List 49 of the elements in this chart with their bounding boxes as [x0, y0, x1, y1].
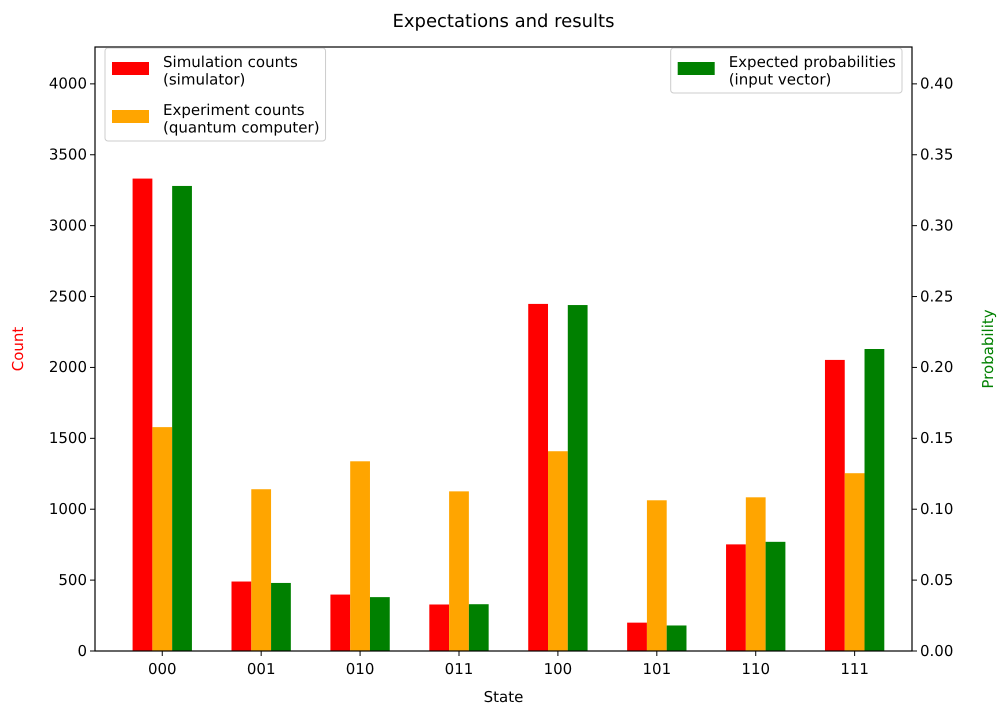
y-tick-label: 500 [58, 570, 87, 589]
legend-label: Simulation counts (simulator) [163, 53, 298, 88]
bar [370, 597, 390, 651]
y2-tick-label: 0.05 [920, 570, 954, 589]
x-tick-label: 101 [642, 660, 672, 678]
y-tick-label: 4000 [48, 74, 87, 93]
bar [468, 604, 489, 651]
x-tick-label: 111 [840, 660, 869, 678]
bar [330, 594, 350, 651]
x-tick-label: 000 [148, 660, 177, 678]
x-axis-title: State [484, 688, 524, 706]
bar [350, 461, 370, 651]
bar [824, 360, 845, 651]
y-axis-title: Count [9, 326, 27, 372]
y2-tick-label: 0.15 [920, 429, 954, 448]
y2-tick-label: 0.35 [920, 146, 954, 164]
bar [666, 625, 686, 651]
bar [646, 500, 667, 651]
bar [627, 622, 647, 651]
chart-title: Expectations and results [392, 11, 614, 32]
y2-tick-label: 0.25 [920, 287, 954, 306]
y2-tick-label: 0.30 [920, 216, 954, 234]
y-tick-label: 3500 [48, 146, 87, 164]
y-tick-label: 0 [77, 642, 87, 660]
y2-tick-label: 0.10 [920, 500, 954, 518]
x-tick-label: 110 [741, 660, 770, 678]
y2-tick-label: 0.20 [920, 358, 954, 376]
y2-tick-label: 0.40 [920, 74, 954, 93]
x-tick-label: 001 [246, 660, 276, 678]
y-tick-label: 3000 [48, 216, 87, 234]
y-tick-label: 1500 [48, 429, 87, 448]
x-tick-label: 010 [346, 660, 374, 678]
legend-label: Expected probabilities (input vector) [728, 53, 896, 88]
legend-label: Experiment counts (quantum computer) [163, 101, 320, 136]
y2-tick-label: 0.00 [920, 642, 954, 660]
bar [132, 178, 152, 651]
bar [251, 489, 272, 651]
bar [429, 604, 450, 651]
x-tick-label: 011 [444, 660, 474, 678]
y-tick-label: 2000 [48, 358, 87, 376]
y2-axis-title: Probability [979, 309, 997, 389]
bar [726, 544, 746, 651]
y-tick-label: 2500 [48, 287, 87, 306]
bar [172, 186, 192, 651]
bar [528, 304, 548, 651]
bar [231, 582, 252, 651]
x-tick-label: 100 [544, 660, 572, 678]
y-tick-label: 1000 [48, 500, 87, 518]
bar [449, 491, 469, 651]
